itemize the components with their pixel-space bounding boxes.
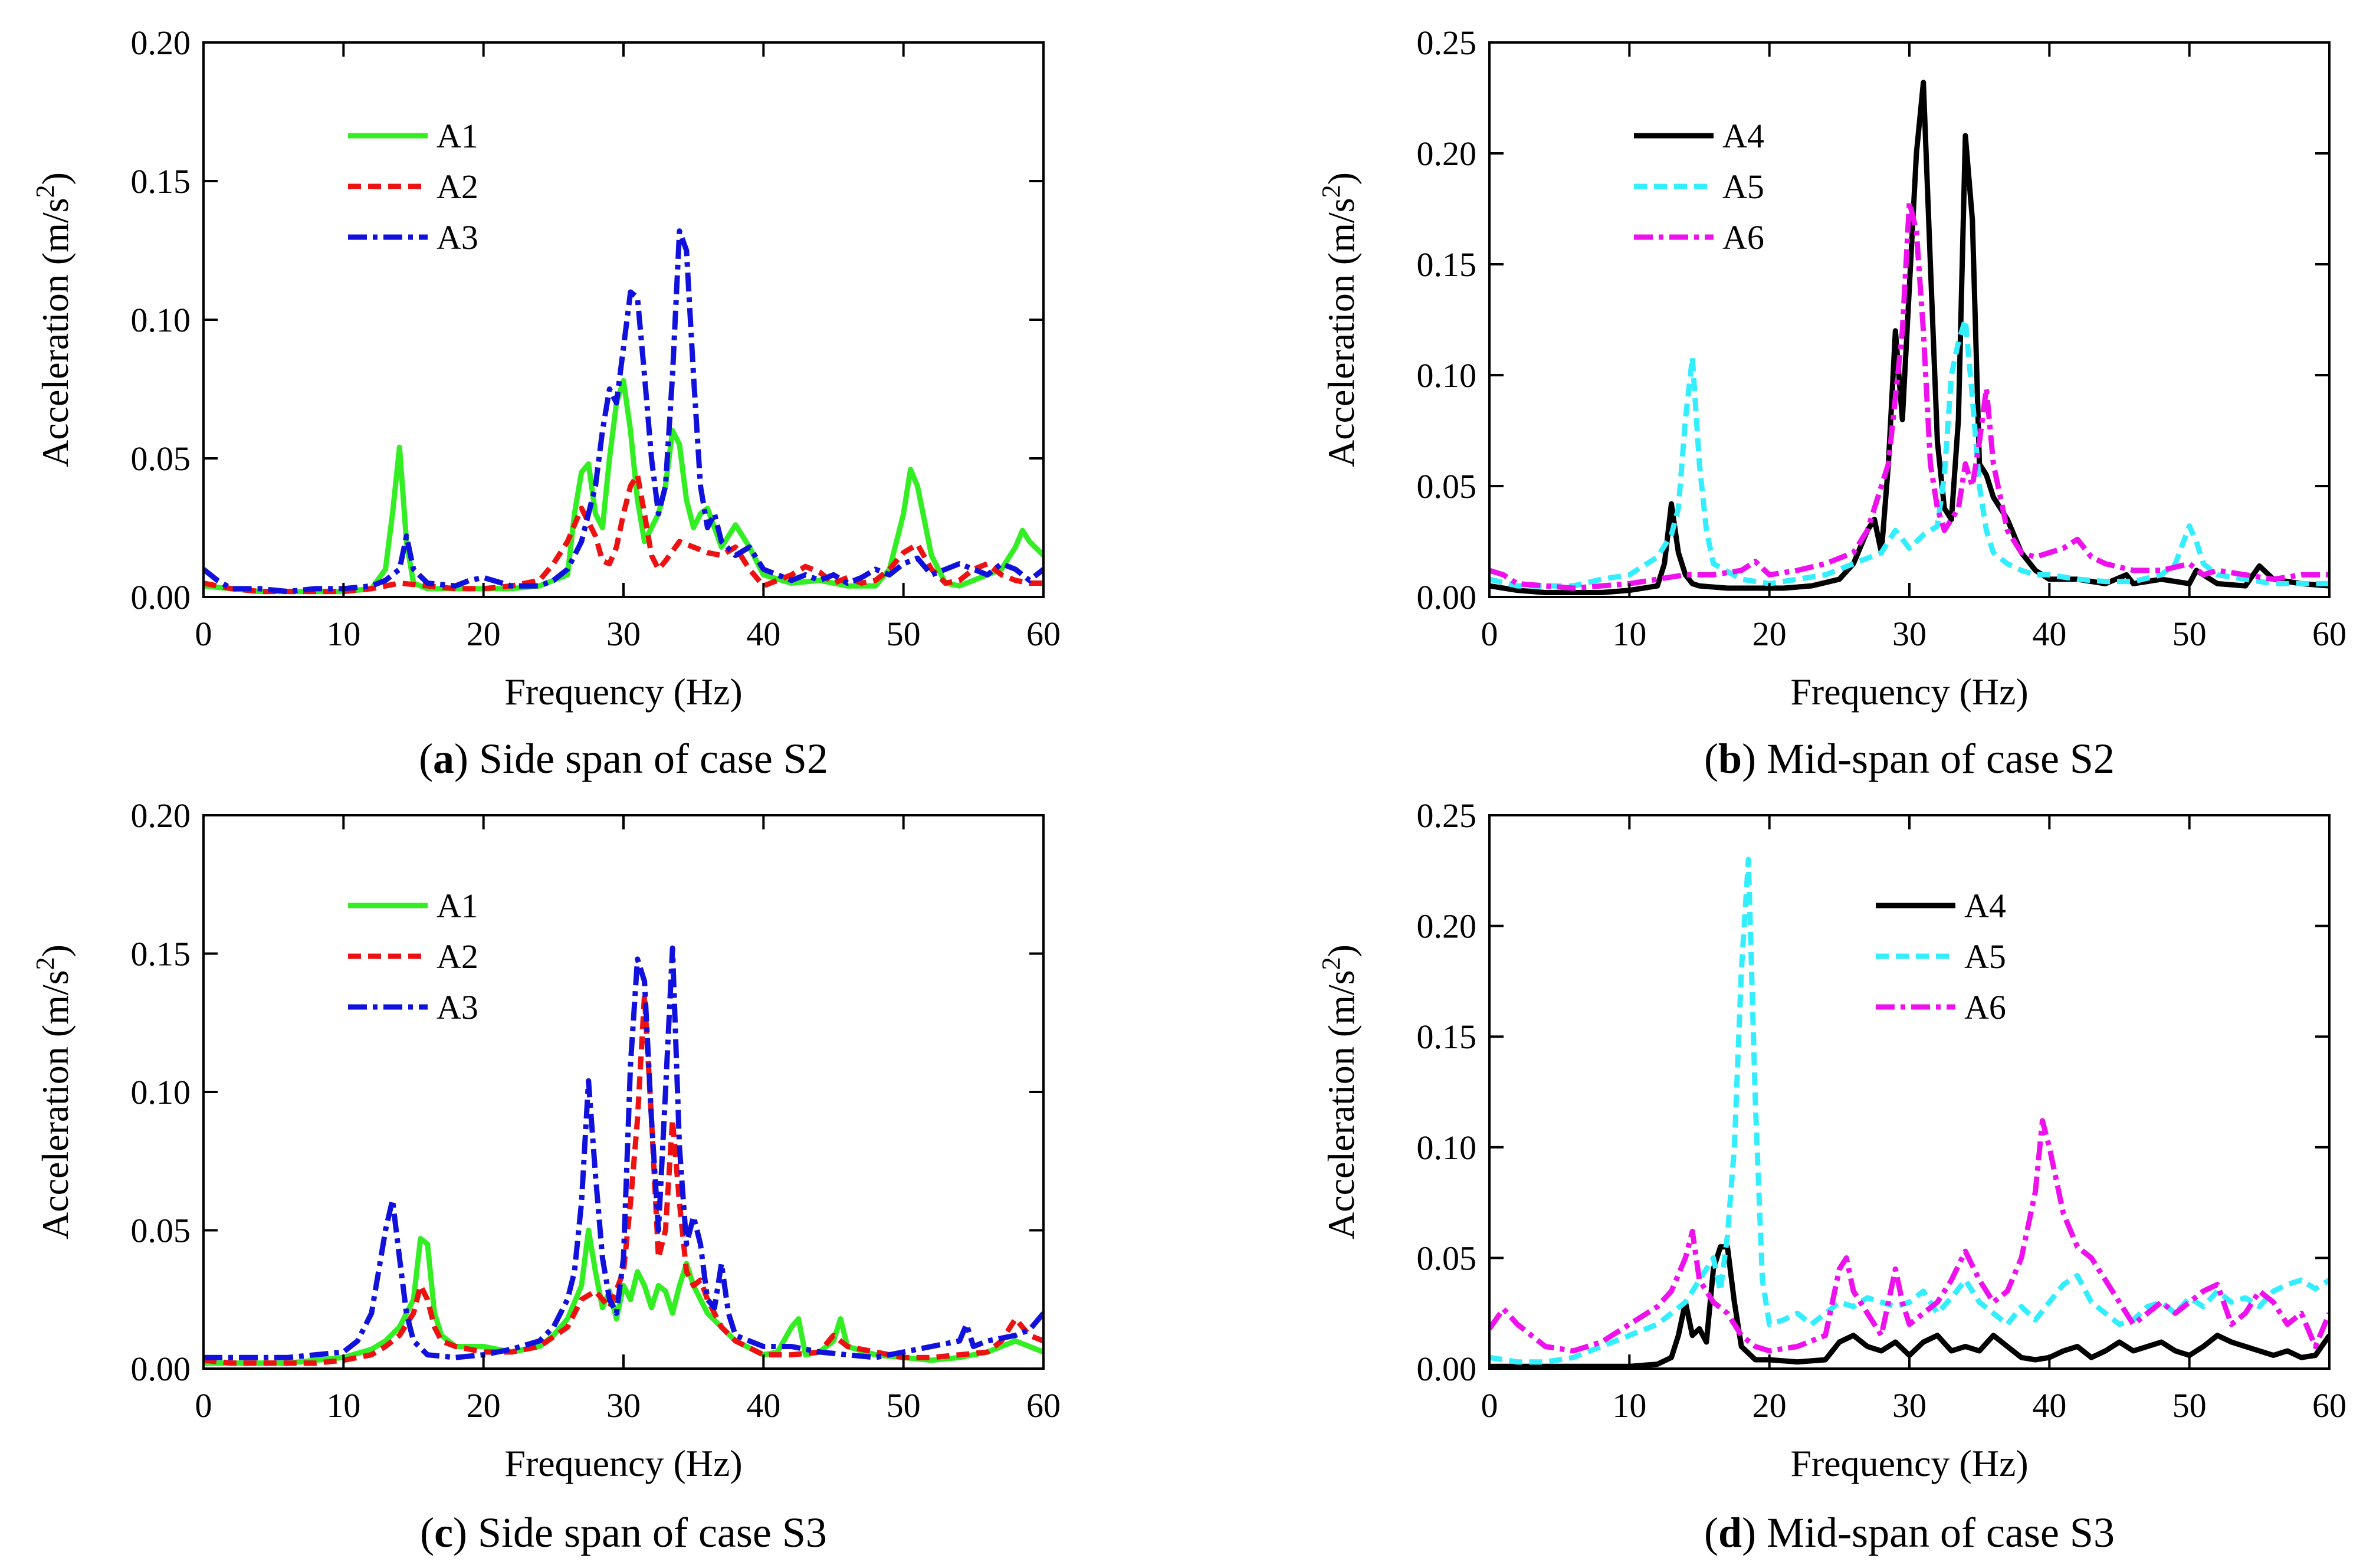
y-tick-label: 0.15 xyxy=(1417,245,1477,284)
chart-panel-b: 0 10 20 30 40 50 60 0.00 0.05 0.10 0.15 0.20 0.25 Fre… xyxy=(1317,24,2346,782)
x-tick-label: 0 xyxy=(1481,615,1498,653)
x-tick-label: 10 xyxy=(1612,1386,1646,1425)
panel-caption: (b) Mid-span of case S2 xyxy=(1704,735,2115,782)
series-line-A3 xyxy=(204,945,1043,1360)
y-tick-label: 0.00 xyxy=(131,578,191,616)
legend: A1 A2 A3 xyxy=(348,887,478,1026)
x-tick-label: 50 xyxy=(2172,1386,2207,1425)
series-line-A2 xyxy=(204,992,1043,1366)
x-tick-label: 0 xyxy=(195,615,212,653)
plot-frame xyxy=(1488,814,2331,1370)
panel-caption: (c) Side span of case S3 xyxy=(420,1509,827,1556)
y-tick-label: 0.10 xyxy=(131,301,191,339)
y-tick-label: 0.00 xyxy=(1417,578,1477,616)
legend: A4 A5 A6 xyxy=(1876,887,2006,1026)
y-tick-label: 0.05 xyxy=(131,1212,191,1250)
series-line-A6 xyxy=(1489,1118,2329,1354)
y-tick-label: 0.20 xyxy=(1417,135,1477,173)
x-tick-label: 30 xyxy=(1892,615,1926,653)
series-line-A1 xyxy=(204,1228,1043,1366)
series-line-A4 xyxy=(1489,1244,2329,1369)
legend-label-A6: A6 xyxy=(1722,218,1764,257)
x-tick-label: 30 xyxy=(1892,1386,1926,1425)
panel-caption: (a) Side span of case S2 xyxy=(419,735,828,782)
y-tick-label: 0.05 xyxy=(131,439,191,478)
plot-frame xyxy=(202,41,1045,598)
series-line-A5 xyxy=(1489,317,2329,589)
x-axis-title: Frequency (Hz) xyxy=(1790,671,2028,713)
y-tick-label: 0.20 xyxy=(131,24,191,62)
y-tick-label: 0.20 xyxy=(131,796,191,835)
y-axis-title: Acceleration (m/s2) xyxy=(1317,172,1362,467)
x-tick-label: 30 xyxy=(606,1386,641,1425)
chart-panel-d: 0 10 20 30 40 50 60 0.00 0.05 0.10 0.15 0.20 0.25 Fre… xyxy=(1317,796,2346,1556)
y-tick-label: 0.15 xyxy=(131,162,191,201)
x-tick-label: 60 xyxy=(1026,615,1061,653)
legend-label-A4: A4 xyxy=(1722,117,1764,155)
series-line-A6 xyxy=(1489,199,2329,591)
x-tick-label: 50 xyxy=(2172,615,2207,653)
x-tick-label: 0 xyxy=(195,1386,212,1425)
x-tick-label: 60 xyxy=(2312,1386,2346,1425)
y-tick-label: 0.15 xyxy=(131,935,191,973)
x-axis-title: Frequency (Hz) xyxy=(504,1442,742,1484)
y-tick-label: 0.10 xyxy=(1417,1129,1477,1167)
y-tick-label: 0.25 xyxy=(1417,24,1477,62)
x-tick-label: 20 xyxy=(467,1386,501,1425)
legend-label-A2: A2 xyxy=(437,168,478,206)
x-tick-label: 10 xyxy=(1612,615,1646,653)
legend: A4 A5 A6 xyxy=(1634,117,1764,257)
series-line-A5 xyxy=(1489,857,2329,1365)
x-axis-title: Frequency (Hz) xyxy=(1790,1442,2028,1484)
y-tick-label: 0.10 xyxy=(1417,356,1477,395)
chart-panel-a: 0 10 20 30 40 50 60 0.00 0.05 0.10 0.15 0.20 Frequen… xyxy=(31,24,1061,782)
x-tick-label: 40 xyxy=(746,615,780,653)
x-axis-title: Frequency (Hz) xyxy=(504,671,742,713)
x-tick-label: 30 xyxy=(606,615,641,653)
panel-caption: (d) Mid-span of case S3 xyxy=(1704,1509,2115,1556)
legend-label-A2: A2 xyxy=(437,937,478,976)
chart-panel-c: 0 10 20 30 40 50 60 0.00 0.05 0.10 0.15 0.20 Frequen… xyxy=(31,796,1061,1556)
x-tick-label: 40 xyxy=(2032,615,2066,653)
x-tick-label: 40 xyxy=(746,1386,780,1425)
x-tick-label: 60 xyxy=(1026,1386,1061,1425)
x-tick-label: 50 xyxy=(887,615,921,653)
x-tick-label: 20 xyxy=(1752,1386,1787,1425)
legend-label-A1: A1 xyxy=(437,887,478,925)
y-axis-title: Acceleration (m/s2) xyxy=(1317,944,1362,1239)
x-tick-label: 60 xyxy=(2312,615,2346,653)
legend-label-A5: A5 xyxy=(1722,168,1764,206)
y-tick-label: 0.15 xyxy=(1417,1018,1477,1056)
y-tick-label: 0.00 xyxy=(1417,1350,1477,1388)
x-tick-label: 10 xyxy=(326,615,360,653)
x-tick-label: 40 xyxy=(2032,1386,2066,1425)
x-tick-label: 10 xyxy=(326,1386,360,1425)
series-line-A2 xyxy=(204,472,1043,595)
y-axis-title: Acceleration (m/s2) xyxy=(31,172,76,467)
x-tick-label: 20 xyxy=(1752,615,1787,653)
x-tick-label: 20 xyxy=(467,615,501,653)
legend-label-A1: A1 xyxy=(437,117,478,155)
y-tick-label: 0.20 xyxy=(1417,907,1477,946)
y-axis-title: Acceleration (m/s2) xyxy=(31,944,76,1239)
series-line-A4 xyxy=(1489,80,2329,595)
legend-label-A3: A3 xyxy=(437,218,478,257)
y-tick-label: 0.10 xyxy=(131,1073,191,1111)
legend-label-A3: A3 xyxy=(437,988,478,1026)
y-tick-label: 0.05 xyxy=(1417,467,1477,506)
x-tick-label: 50 xyxy=(887,1386,921,1425)
legend-label-A5: A5 xyxy=(1964,937,2006,976)
series-line-A3 xyxy=(204,228,1043,595)
y-tick-label: 0.25 xyxy=(1417,796,1477,835)
legend: A1 A2 A3 xyxy=(348,117,478,257)
legend-label-A4: A4 xyxy=(1964,887,2006,925)
y-tick-label: 0.00 xyxy=(131,1350,191,1388)
legend-label-A6: A6 xyxy=(1964,988,2006,1026)
x-tick-label: 0 xyxy=(1481,1386,1498,1425)
y-tick-label: 0.05 xyxy=(1417,1239,1477,1277)
